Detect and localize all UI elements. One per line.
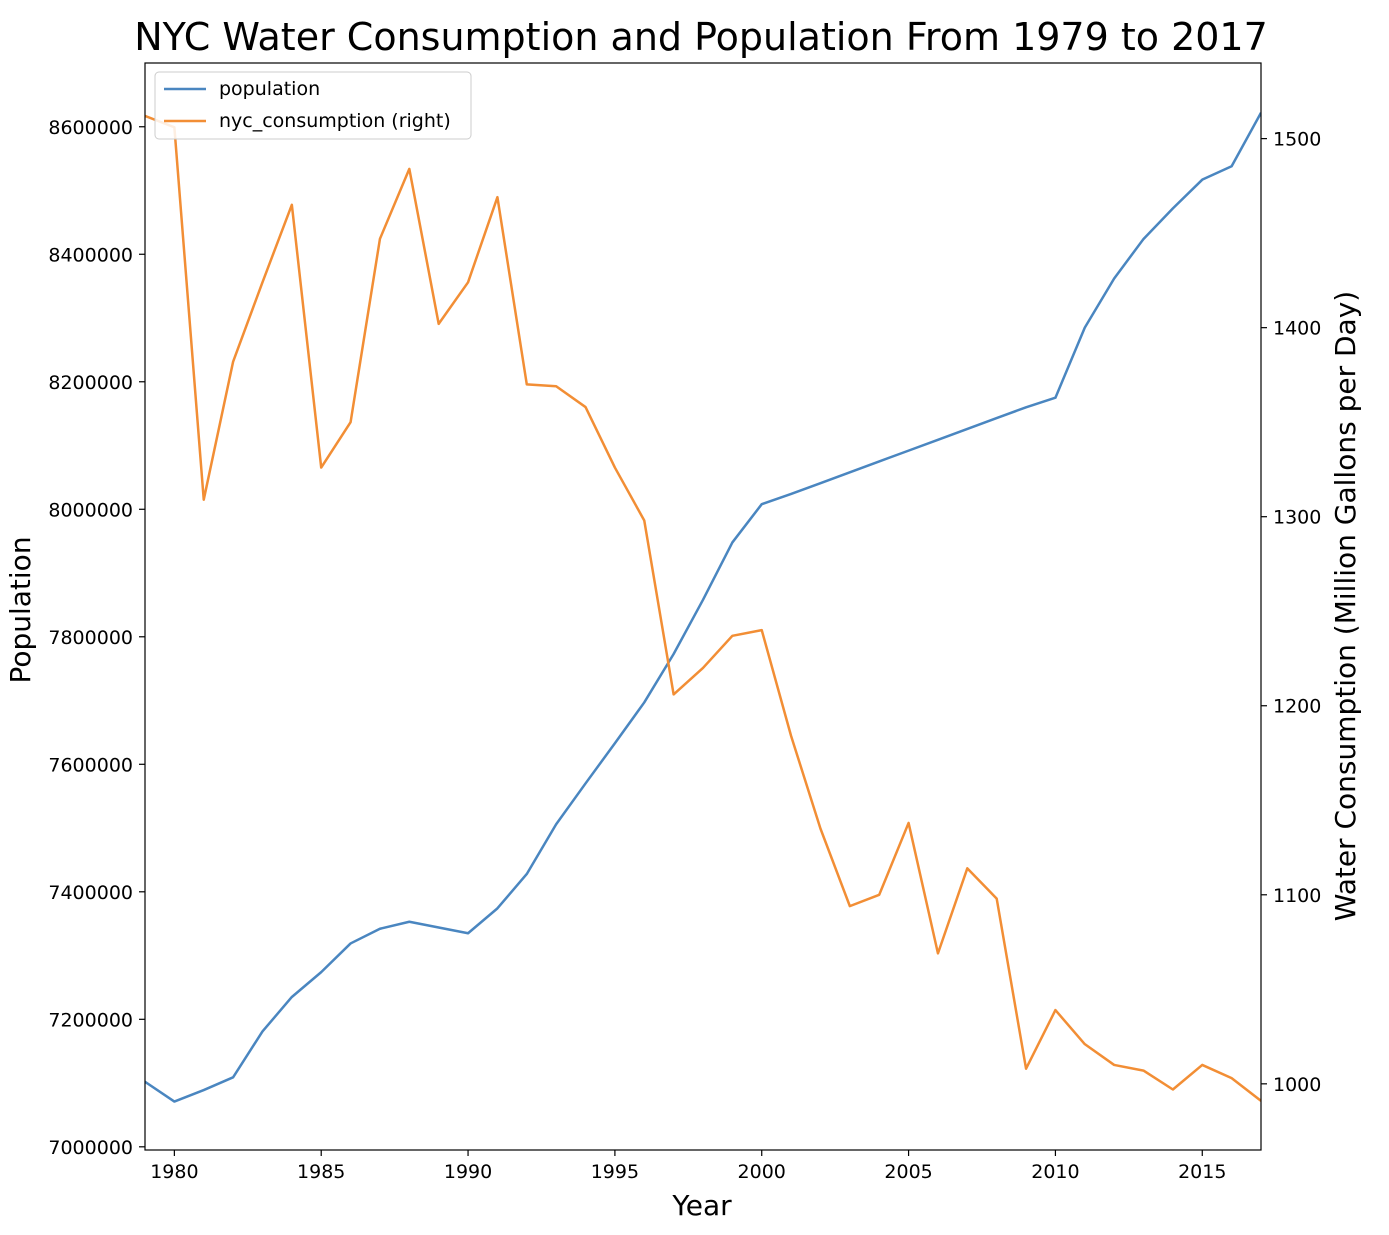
series-line-population [145,112,1261,1103]
y-right-tick-label: 1200 [1273,696,1321,718]
ticks-layer: 1980 1985 1990 1995 2000 2005 2010 2015 7000000 7… [48,117,1321,1183]
y-tick-label: 7600000 [48,754,133,776]
x-tick-label: 1980 [150,1161,198,1183]
y-tick-label: 8400000 [48,244,133,266]
y-tick-label: 8600000 [48,117,133,139]
legend-label-nyc-consumption: nyc_consumption (right) [219,110,451,132]
plot-frame [144,62,1262,1151]
x-tick-label: 1990 [444,1161,492,1183]
x-tick-label: 2010 [1031,1161,1079,1183]
y-tick-label: 7000000 [48,1137,133,1159]
x-tick-label: 2015 [1178,1161,1226,1183]
y-axis-label: Population [4,536,37,683]
y-tick-label: 8000000 [48,499,133,521]
y-tick-label: 7400000 [48,882,133,904]
x-tick-label: 1995 [591,1161,639,1183]
y-tick-label: 7800000 [48,627,133,649]
y-axis-right-label: Water Consumption (Million Gallons per D… [1329,291,1362,921]
x-tick-label: 2005 [884,1161,932,1183]
y-right-tick-label: 1400 [1273,318,1321,340]
y-right-tick-label: 1000 [1273,1074,1321,1096]
y-right-tick-label: 1500 [1273,129,1321,151]
y-tick-label: 7200000 [48,1009,133,1031]
x-axis-label: Year [671,1189,732,1222]
series-line-nyc-consumption [145,114,1261,1102]
series-layer [145,112,1261,1103]
legend-box [154,71,472,140]
y-right-tick-label: 1300 [1273,507,1321,529]
x-tick-label: 1985 [297,1161,345,1183]
chart-title: NYC Water Consumption and Population Fro… [134,15,1268,59]
legend: population nyc_consumption (right) [154,71,472,140]
y-tick-label: 8200000 [48,372,133,394]
y-right-tick-label: 1100 [1273,885,1321,907]
x-tick-label: 2000 [738,1161,786,1183]
legend-label-population: population [219,78,320,100]
